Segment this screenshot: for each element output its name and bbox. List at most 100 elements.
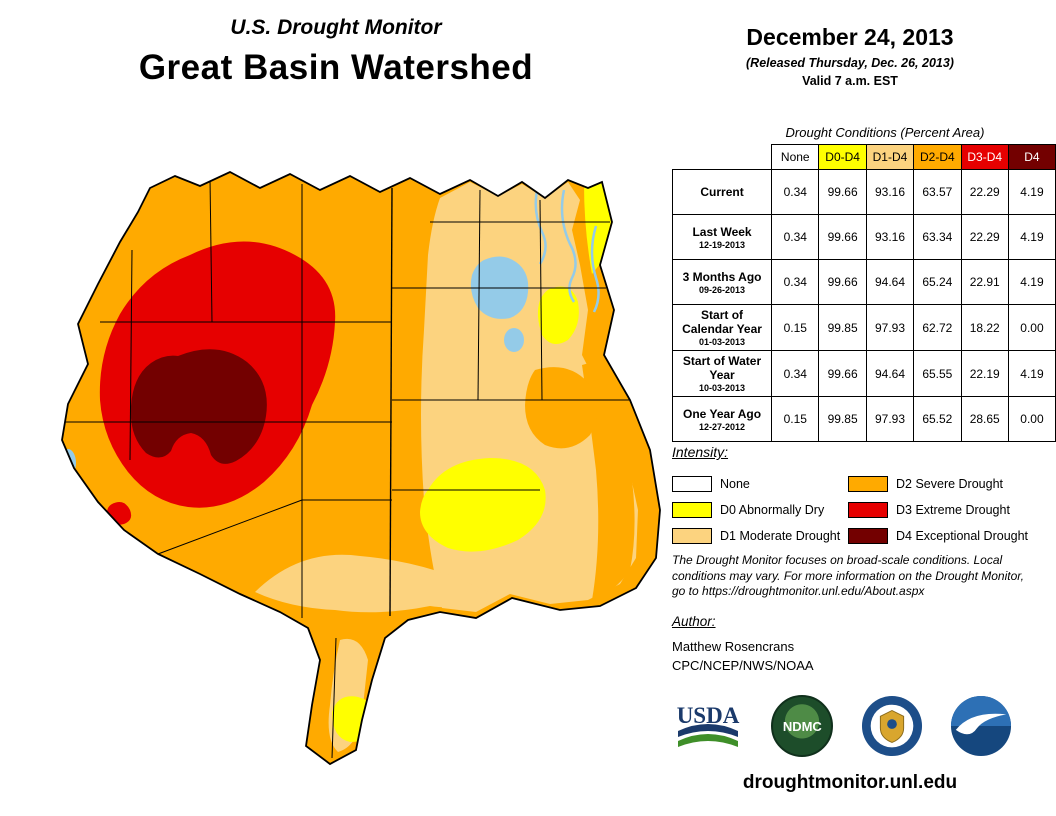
d3-swatch [848, 502, 888, 518]
table-row: Start of Calendar Year 01-03-2013 0.15 99… [671, 304, 1056, 351]
table-cell: 0.34 [771, 169, 820, 215]
table-header-row: None D0-D4 D1-D4 D2-D4 D3-D4 D4 [672, 144, 1056, 170]
table-cell: 94.64 [865, 350, 915, 397]
date-block: December 24, 2013 (Released Thursday, De… [672, 24, 1028, 88]
disclaimer-text: The Drought Monitor focuses on broad-sca… [672, 553, 1024, 599]
d0-region-tail [332, 696, 377, 742]
ndmc-logo: NDMC [771, 695, 834, 757]
table-row: Start of Water Year 10-03-2013 0.34 99.66… [671, 350, 1056, 397]
program-title: U.S. Drought Monitor [230, 16, 442, 39]
table-cell: 94.64 [865, 259, 915, 305]
table-cell: 99.66 [818, 350, 867, 397]
col-header-none: None [771, 144, 820, 170]
row-label: Current [671, 169, 773, 215]
col-header-d2-d4: D2-D4 [913, 144, 962, 170]
table-cell: 0.34 [771, 259, 820, 305]
commerce-seal-logo [861, 695, 922, 757]
svg-text:USDA: USDA [677, 703, 740, 728]
col-header-d1-d4: D1-D4 [865, 144, 915, 170]
table-cell: 99.66 [818, 214, 867, 260]
table-cell: 97.93 [865, 396, 915, 442]
author-name: Matthew Rosencrans [672, 639, 795, 654]
utah-lake [504, 328, 524, 352]
col-header-d3-d4: D3-D4 [960, 144, 1009, 170]
table-cell: 99.85 [818, 304, 867, 351]
d4-swatch [848, 528, 888, 544]
table-cell: 0.34 [771, 214, 820, 260]
table-cell: 4.19 [1007, 169, 1056, 215]
row-label: Start of Water Year 10-03-2013 [671, 350, 773, 397]
great-basin-watershed-map [61, 171, 661, 765]
drought-conditions-table: None D0-D4 D1-D4 D2-D4 D3-D4 D4 Current … [671, 144, 1056, 442]
released-date: (Released Thursday, Dec. 26, 2013) [746, 56, 954, 70]
table-cell: 97.93 [865, 304, 915, 351]
legend-title: Intensity: [672, 444, 729, 460]
table-cell: 0.15 [771, 304, 820, 351]
table-title: Drought Conditions (Percent Area) [785, 125, 985, 140]
d2-patch-east [525, 367, 598, 449]
col-header-d0-d4: D0-D4 [818, 144, 867, 170]
rivers [534, 185, 600, 313]
table-cell: 0.00 [1007, 304, 1056, 351]
noaa-logo [950, 695, 1012, 757]
table-cell: 22.19 [960, 350, 1009, 397]
d2-swatch [848, 476, 888, 492]
table-cell: 63.34 [913, 214, 962, 260]
legend-item-d3: D3 Extreme Drought [848, 497, 1032, 523]
legend-item-d1: D1 Moderate Drought [672, 523, 848, 549]
col-header-d4: D4 [1007, 144, 1056, 170]
table-cell: 0.15 [771, 396, 820, 442]
table-row: 3 Months Ago 09-26-2013 0.34 99.66 94.64 … [671, 259, 1056, 305]
table-cell: 93.16 [865, 214, 915, 260]
table-cell: 99.85 [818, 396, 867, 442]
table-cell: 99.66 [818, 169, 867, 215]
map-date: December 24, 2013 [746, 24, 954, 50]
table-cell: 28.65 [960, 396, 1009, 442]
d1-swatch [672, 528, 712, 544]
d4-region [130, 349, 267, 464]
table-row: Current 0.34 99.66 93.16 63.57 22.29 4.1… [671, 169, 1056, 215]
table-cell: 4.19 [1007, 259, 1056, 305]
d0-region-east [537, 286, 579, 344]
d1-region-south [255, 554, 488, 613]
site-url: droughtmonitor.unl.edu [742, 772, 958, 793]
table-cell: 65.24 [913, 259, 962, 305]
table-cell: 18.22 [960, 304, 1009, 351]
table-cell: 0.00 [1007, 396, 1056, 442]
legend-item-none: None [672, 471, 848, 497]
table-row: Last Week 12-19-2013 0.34 99.66 93.16 63.… [671, 214, 1056, 260]
table-cell: 63.57 [913, 169, 962, 215]
table-row: One Year Ago 12-27-2012 0.15 99.85 97.93 … [671, 396, 1056, 442]
table-cell: 22.91 [960, 259, 1009, 305]
legend-item-d4: D4 Exceptional Drought [848, 523, 1032, 549]
table-cell: 65.52 [913, 396, 962, 442]
author-org: CPC/NCEP/NWS/NOAA [672, 657, 814, 673]
table-cell: 93.16 [865, 169, 915, 215]
author-heading: Author: [672, 614, 716, 629]
legend-item-d0: D0 Abnormally Dry [672, 497, 848, 523]
d0-spot-west [86, 502, 98, 514]
none-swatch [672, 476, 712, 492]
map-header: U.S. Drought Monitor Great Basin Watersh… [40, 16, 632, 88]
table-cell: 62.72 [913, 304, 962, 351]
d0-region-northeast-strip [584, 182, 611, 274]
row-label: Last Week 12-19-2013 [671, 214, 773, 260]
table-cell: 22.29 [960, 214, 1009, 260]
table-cell: 4.19 [1007, 214, 1056, 260]
legend-item-d2: D2 Severe Drought [848, 471, 1032, 497]
row-label: 3 Months Ago 09-26-2013 [671, 259, 773, 305]
table-cell: 65.55 [913, 350, 962, 397]
intensity-legend: Intensity: None D0 Abnormally Dry D1 Mod… [672, 444, 1032, 549]
corner-cell [672, 144, 772, 170]
row-label: Start of Calendar Year 01-03-2013 [671, 304, 773, 351]
usda-logo: USDA [677, 703, 740, 747]
valid-time: Valid 7 a.m. EST [802, 74, 898, 88]
author-block: Author: Matthew Rosencrans CPC/NCEP/NWS/… [672, 614, 1028, 676]
agency-logos: USDA NDMC [672, 690, 1012, 762]
table-cell: 99.66 [818, 259, 867, 305]
county-boundaries [64, 177, 630, 759]
d0-region-central [420, 458, 546, 552]
d0-swatch [672, 502, 712, 518]
page-title: Great Basin Watershed [138, 48, 534, 87]
row-label: One Year Ago 12-27-2012 [671, 396, 773, 442]
